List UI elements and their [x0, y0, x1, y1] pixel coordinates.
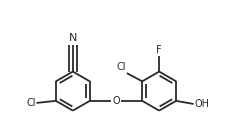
- Text: Cl: Cl: [26, 98, 35, 108]
- Text: Cl: Cl: [116, 62, 126, 72]
- Text: F: F: [156, 45, 161, 55]
- Text: OH: OH: [194, 99, 208, 109]
- Text: N: N: [68, 33, 77, 43]
- Text: O: O: [112, 96, 119, 106]
